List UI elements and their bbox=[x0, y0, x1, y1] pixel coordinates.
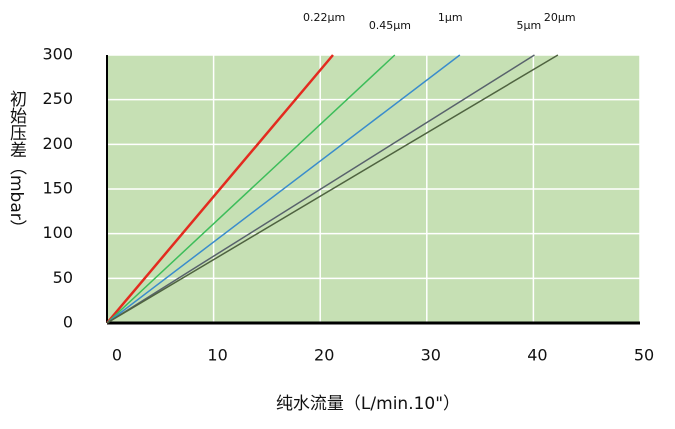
line bbox=[106, 54, 559, 324]
line bbox=[106, 54, 396, 324]
y-tick-label: 250 bbox=[42, 89, 73, 108]
x-tick-label: 40 bbox=[527, 346, 547, 365]
line bbox=[106, 54, 535, 324]
line bbox=[106, 54, 461, 324]
series-label: 1μm bbox=[438, 11, 463, 24]
y-tick-label: 150 bbox=[42, 179, 73, 198]
y-tick-label: 50 bbox=[53, 268, 73, 287]
series-label: 0.45μm bbox=[369, 19, 411, 32]
line bbox=[106, 54, 334, 324]
y-axis-title: 初始压差（mbar） bbox=[6, 90, 27, 237]
x-axis-title: 纯水流量（L/min.10"） bbox=[276, 394, 460, 414]
y-tick-label: 300 bbox=[42, 45, 73, 64]
series-label: 20μm bbox=[544, 11, 576, 24]
y-tick-label: 0 bbox=[63, 313, 73, 332]
y-tick-label: 200 bbox=[42, 134, 73, 153]
series-label: 0.22μm bbox=[303, 11, 345, 24]
y-tick-label: 100 bbox=[42, 223, 73, 242]
x-tick-label: 50 bbox=[634, 346, 654, 365]
x-tick-label: 30 bbox=[421, 346, 441, 365]
series-label: 5μm bbox=[516, 19, 541, 32]
x-tick-label: 0 bbox=[112, 346, 122, 365]
x-tick-label: 20 bbox=[314, 346, 334, 365]
x-tick-label: 10 bbox=[207, 346, 227, 365]
